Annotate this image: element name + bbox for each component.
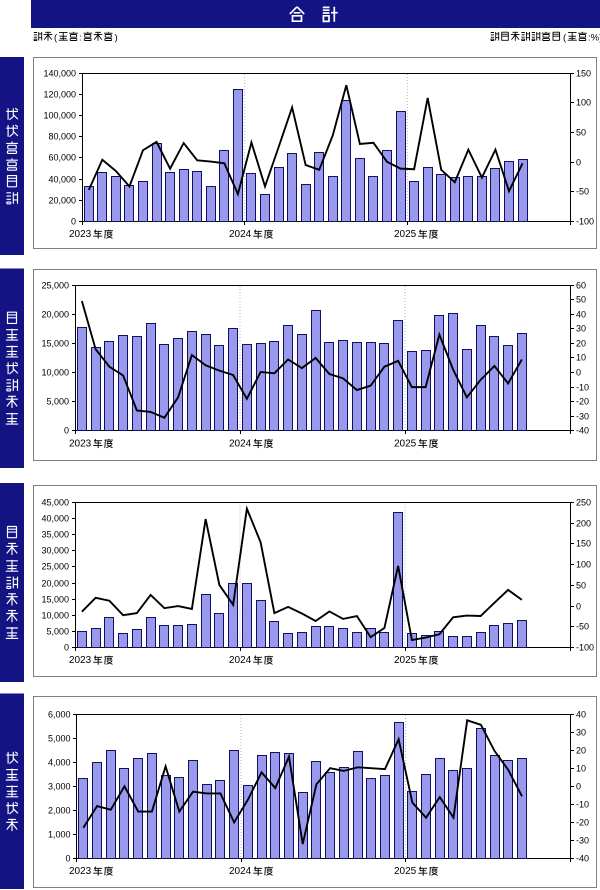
svg-text:40: 40 bbox=[576, 310, 586, 320]
svg-text:1,000: 1,000 bbox=[48, 830, 71, 840]
svg-text:-10: -10 bbox=[576, 800, 589, 810]
svg-text:-30: -30 bbox=[576, 412, 589, 422]
svg-text:-40: -40 bbox=[576, 426, 589, 436]
svg-text:45,000: 45,000 bbox=[41, 498, 69, 508]
svg-text:20,000: 20,000 bbox=[41, 579, 69, 589]
svg-text:2,000: 2,000 bbox=[48, 806, 71, 816]
svg-text:40,000: 40,000 bbox=[41, 514, 69, 524]
svg-text:30: 30 bbox=[576, 324, 586, 334]
svg-text:0: 0 bbox=[576, 368, 581, 378]
svg-text:2025: 2025 bbox=[394, 866, 417, 877]
svg-text:(: ( bbox=[563, 33, 567, 44]
svg-text:-20: -20 bbox=[576, 818, 589, 828]
svg-text:15,000: 15,000 bbox=[41, 339, 69, 349]
svg-text:2023: 2023 bbox=[69, 866, 92, 877]
svg-text:25,000: 25,000 bbox=[41, 281, 69, 291]
svg-text::%): :%) bbox=[588, 33, 600, 44]
svg-text:-20: -20 bbox=[576, 397, 589, 407]
svg-text:2024: 2024 bbox=[229, 655, 252, 666]
svg-text:0: 0 bbox=[576, 782, 581, 792]
svg-text:0: 0 bbox=[65, 854, 70, 864]
svg-text:20: 20 bbox=[576, 746, 586, 756]
svg-text:-40: -40 bbox=[576, 854, 589, 864]
svg-text:5,000: 5,000 bbox=[48, 734, 71, 744]
svg-text:2025: 2025 bbox=[394, 229, 417, 240]
svg-text:2025: 2025 bbox=[394, 439, 417, 450]
svg-text:60,000: 60,000 bbox=[48, 153, 76, 163]
svg-text:0: 0 bbox=[64, 643, 69, 653]
svg-text::: : bbox=[79, 33, 82, 44]
svg-text:60: 60 bbox=[576, 281, 586, 291]
svg-text:20: 20 bbox=[576, 339, 586, 349]
svg-text:50: 50 bbox=[576, 581, 586, 591]
svg-text:40: 40 bbox=[576, 710, 586, 720]
svg-text:20,000: 20,000 bbox=[48, 196, 76, 206]
svg-text:100: 100 bbox=[576, 98, 591, 108]
svg-text:-10: -10 bbox=[576, 383, 589, 393]
svg-text:0: 0 bbox=[64, 426, 69, 436]
svg-text:30: 30 bbox=[576, 728, 586, 738]
svg-text:10,000: 10,000 bbox=[41, 611, 69, 621]
svg-text:100: 100 bbox=[576, 560, 591, 570]
svg-text:40,000: 40,000 bbox=[48, 175, 76, 185]
svg-text:5,000: 5,000 bbox=[46, 627, 69, 637]
svg-text:10: 10 bbox=[576, 353, 586, 363]
svg-text:3,000: 3,000 bbox=[48, 782, 71, 792]
svg-text:4,000: 4,000 bbox=[48, 758, 71, 768]
svg-text:2025: 2025 bbox=[394, 655, 417, 666]
svg-text:120,000: 120,000 bbox=[43, 90, 76, 100]
svg-text:-50: -50 bbox=[576, 622, 589, 632]
svg-text:2023: 2023 bbox=[69, 439, 92, 450]
svg-text:200: 200 bbox=[576, 519, 591, 529]
svg-text:2024: 2024 bbox=[229, 229, 252, 240]
svg-text:250: 250 bbox=[576, 498, 591, 508]
svg-text:6,000: 6,000 bbox=[48, 710, 71, 720]
svg-text:0: 0 bbox=[71, 217, 76, 227]
svg-text:0: 0 bbox=[576, 158, 581, 168]
svg-text:2024: 2024 bbox=[229, 439, 252, 450]
svg-text:80,000: 80,000 bbox=[48, 132, 76, 142]
svg-text:20,000: 20,000 bbox=[41, 310, 69, 320]
svg-text:(: ( bbox=[54, 33, 58, 44]
svg-text:50: 50 bbox=[576, 128, 586, 138]
svg-text:50: 50 bbox=[576, 295, 586, 305]
svg-text:15,000: 15,000 bbox=[41, 595, 69, 605]
svg-text:2023: 2023 bbox=[69, 655, 92, 666]
svg-text:35,000: 35,000 bbox=[41, 530, 69, 540]
svg-text:2024: 2024 bbox=[229, 866, 252, 877]
svg-text:2023: 2023 bbox=[69, 229, 92, 240]
svg-text:5,000: 5,000 bbox=[46, 397, 69, 407]
svg-text:-30: -30 bbox=[576, 836, 589, 846]
svg-text:): ) bbox=[115, 33, 118, 44]
svg-text:0: 0 bbox=[576, 602, 581, 612]
svg-text:100,000: 100,000 bbox=[43, 111, 76, 121]
svg-text:150: 150 bbox=[576, 539, 591, 549]
svg-text:-100: -100 bbox=[576, 217, 594, 227]
svg-text:30,000: 30,000 bbox=[41, 546, 69, 556]
svg-text:10,000: 10,000 bbox=[41, 368, 69, 378]
svg-text:-100: -100 bbox=[576, 643, 594, 653]
svg-text:25,000: 25,000 bbox=[41, 562, 69, 572]
svg-text:150: 150 bbox=[576, 69, 591, 79]
svg-text:140,000: 140,000 bbox=[43, 69, 76, 79]
svg-text:10: 10 bbox=[576, 764, 586, 774]
svg-text:-50: -50 bbox=[576, 187, 589, 197]
